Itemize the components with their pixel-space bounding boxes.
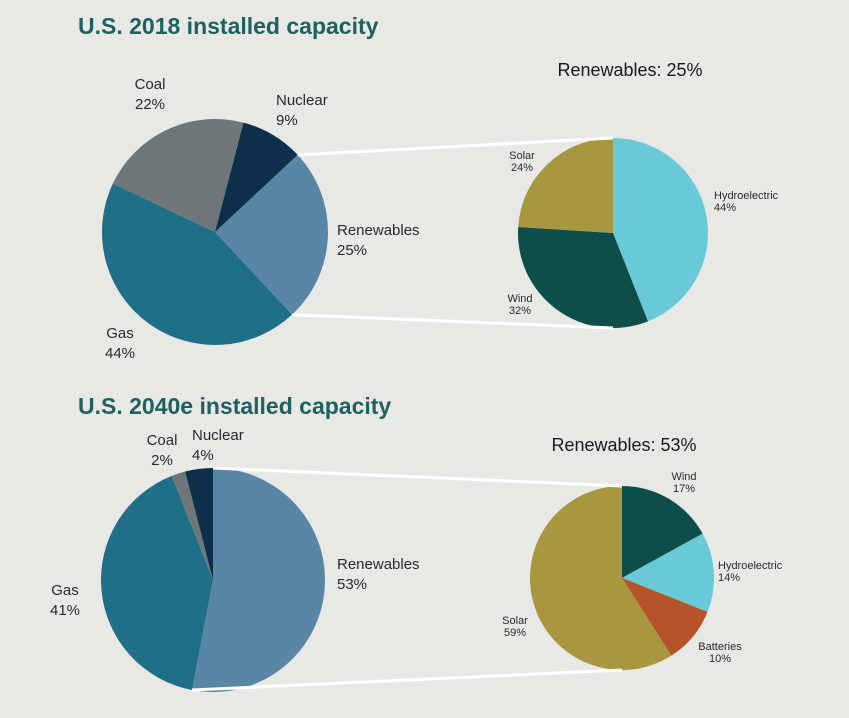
slice-label: Hydroelectric: [718, 560, 783, 572]
slice-label: Gas: [51, 582, 79, 599]
pie-slice: [622, 533, 714, 612]
slice-value-label: 53%: [337, 576, 367, 593]
pie-slice: [517, 227, 648, 329]
slice-label: Renewables: [337, 222, 420, 239]
connector: [292, 313, 614, 330]
connector: [212, 466, 623, 488]
connector: [191, 668, 623, 692]
slice-value-label: 22%: [135, 96, 165, 113]
slice-value-label: 10%: [709, 653, 731, 665]
slice-label: Nuclear: [192, 427, 244, 444]
slice-label: Renewables: [337, 556, 420, 573]
slice-value-label: 24%: [511, 162, 533, 174]
pie-slice: [185, 468, 213, 580]
slice-value-label: 25%: [337, 242, 367, 259]
pie-slice: [215, 154, 329, 315]
slice-label: Gas: [106, 325, 134, 342]
pie-slice: [622, 578, 708, 656]
slice-value-label: 14%: [718, 572, 740, 584]
chart-title: Renewables: 53%: [551, 435, 696, 455]
chart-title: U.S. 2018 installed capacity: [78, 13, 379, 39]
slice-value-label: 4%: [192, 447, 214, 464]
slice-value-label: 17%: [673, 483, 695, 495]
slice-value-label: 2%: [151, 452, 173, 469]
slice-label: Batteries: [698, 641, 742, 653]
pie-slice: [529, 486, 672, 671]
pie-slice: [622, 486, 703, 578]
slice-value-label: 44%: [714, 202, 736, 214]
pie-slice: [171, 471, 213, 580]
chart-title: Renewables: 25%: [557, 60, 702, 80]
slice-label: Hydroelectric: [714, 190, 779, 202]
slice-label: Coal: [135, 76, 166, 93]
pie-slice: [518, 138, 613, 233]
slice-label: Solar: [509, 150, 535, 162]
slice-label: Solar: [502, 615, 528, 627]
pie-slice: [613, 138, 709, 322]
slice-label: Nuclear: [276, 92, 328, 109]
slice-value-label: 44%: [105, 345, 135, 362]
slice-value-label: 32%: [509, 305, 531, 317]
slice-label: Coal: [147, 432, 178, 449]
chart-title: U.S. 2040e installed capacity: [78, 393, 391, 419]
pie-slice: [215, 122, 298, 232]
slice-label: Wind: [507, 293, 532, 305]
slice-value-label: 41%: [50, 602, 80, 619]
connector: [297, 136, 614, 157]
pie-slice: [192, 468, 325, 692]
pie-slice: [112, 118, 244, 232]
slice-value-label: 59%: [504, 627, 526, 639]
pie-slice: [100, 475, 213, 691]
pie-slice: [101, 183, 293, 345]
slice-value-label: 9%: [276, 112, 298, 129]
slice-label: Wind: [671, 471, 696, 483]
